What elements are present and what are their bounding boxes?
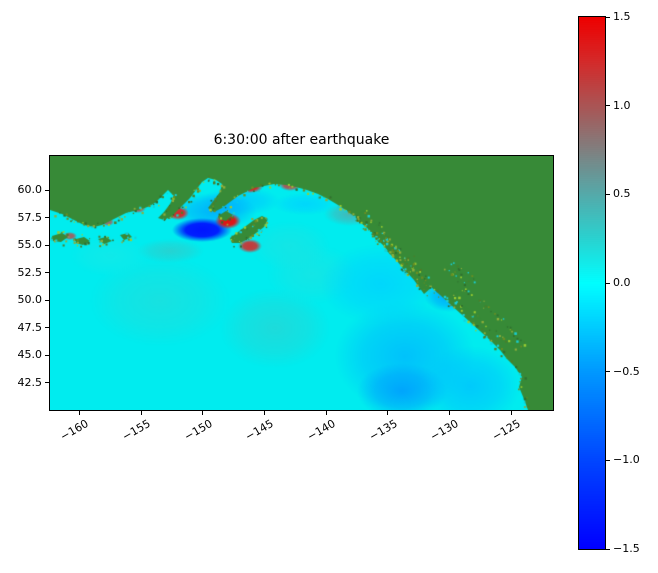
x-tick-label: −140 <box>305 417 338 444</box>
x-tick-mark <box>387 411 389 415</box>
y-tick-mark <box>45 272 49 274</box>
colorbar-tick-mark <box>606 16 610 18</box>
x-tick-label: −135 <box>366 417 400 444</box>
colorbar-tick-mark <box>606 105 610 107</box>
x-tick-label: −125 <box>489 417 523 444</box>
x-tick-label: −160 <box>58 417 92 444</box>
x-tick-mark <box>140 411 142 415</box>
x-tick-mark <box>325 411 327 415</box>
y-tick-label: 50.0 <box>17 293 43 307</box>
colorbar-tick-mark <box>606 548 610 550</box>
colorbar-gradient-canvas <box>579 17 605 549</box>
y-tick-mark <box>45 189 49 191</box>
y-tick-label: 45.0 <box>17 348 43 362</box>
y-tick-label: 55.0 <box>17 238 43 252</box>
x-tick-label: −150 <box>181 417 215 444</box>
map-plot-area <box>49 155 554 411</box>
y-tick-label: 60.0 <box>17 183 43 197</box>
colorbar-tick-label: 0.5 <box>613 187 631 201</box>
y-tick-mark <box>45 354 49 356</box>
colorbar-tick-mark <box>606 282 610 284</box>
y-tick-mark <box>45 327 49 329</box>
y-tick-label: 57.5 <box>17 210 43 224</box>
y-tick-label: 52.5 <box>17 265 43 279</box>
x-tick-mark <box>264 411 265 415</box>
y-tick-mark <box>45 382 49 383</box>
y-tick-label: 47.5 <box>17 320 43 334</box>
colorbar-tick-label: −1.0 <box>613 453 640 467</box>
colorbar-tick-label: 0.0 <box>613 276 631 289</box>
plot-title: 6:30:00 after earthquake <box>213 132 390 148</box>
colorbar-tick-label: −0.5 <box>613 364 640 378</box>
colorbar-tick-mark <box>606 371 610 373</box>
y-tick-label: 42.5 <box>17 375 43 389</box>
x-tick-mark <box>510 411 512 415</box>
y-tick-mark <box>45 244 49 246</box>
tsunami-heatmap-canvas <box>50 156 553 410</box>
x-tick-label: −130 <box>428 417 461 444</box>
colorbar <box>578 16 606 550</box>
x-tick-label: −145 <box>243 417 277 444</box>
colorbar-tick-mark <box>606 193 610 195</box>
colorbar-tick-label: −1.5 <box>613 542 640 555</box>
y-tick-mark <box>45 217 49 219</box>
colorbar-tick-label: 1.5 <box>613 10 631 23</box>
x-tick-mark <box>448 411 450 415</box>
x-tick-mark <box>202 411 204 415</box>
x-tick-label: −155 <box>120 417 153 444</box>
x-tick-mark <box>79 411 81 415</box>
colorbar-tick-mark <box>606 459 610 461</box>
colorbar-tick-label: 1.0 <box>613 98 631 112</box>
y-tick-mark <box>45 299 49 301</box>
